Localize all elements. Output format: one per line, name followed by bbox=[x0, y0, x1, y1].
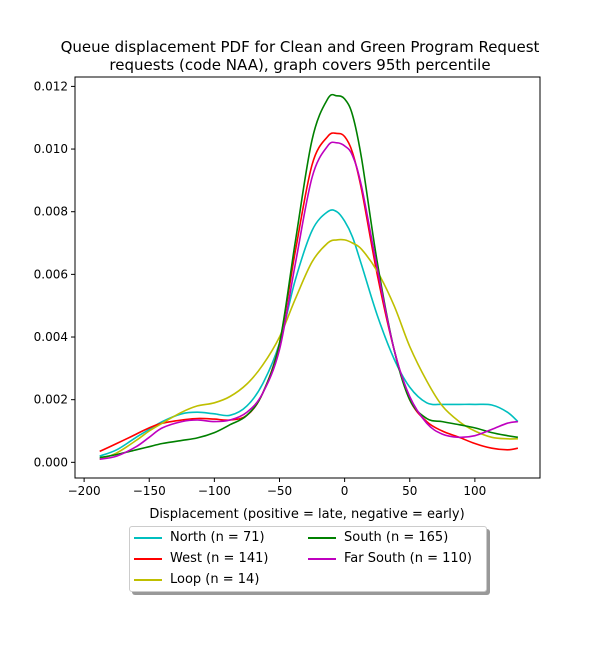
legend-swatch bbox=[308, 537, 336, 539]
legend-label: North (n = 71) bbox=[170, 530, 265, 545]
chart-title-line-1: Queue displacement PDF for Clean and Gre… bbox=[60, 38, 540, 56]
x-tick-label: −50 bbox=[267, 484, 292, 498]
y-tick-label: 0.004 bbox=[34, 330, 68, 344]
series-line-loop bbox=[99, 238, 518, 460]
y-tick-label: 0.008 bbox=[34, 205, 68, 219]
ticks: −200 −150 −100 −50 0 50 100 0.000 0.002 0.004 0.00… bbox=[34, 79, 487, 498]
x-tick-label: −200 bbox=[68, 484, 101, 498]
y-tick-label: 0.012 bbox=[34, 79, 68, 93]
x-tick-label: −150 bbox=[133, 484, 166, 498]
axes bbox=[74, 76, 541, 479]
y-tick-label: 0.006 bbox=[34, 267, 68, 281]
y-tick-label: 0.010 bbox=[34, 142, 68, 156]
series-line-west bbox=[99, 132, 519, 453]
legend-swatch bbox=[134, 579, 162, 581]
chart-title-line-2: requests (code NAA), graph covers 95th p… bbox=[109, 56, 491, 74]
legend-swatch bbox=[134, 537, 162, 539]
x-tick-label: −100 bbox=[198, 484, 231, 498]
y-tick-label: 0.002 bbox=[34, 393, 68, 407]
legend-label: West (n = 141) bbox=[170, 551, 269, 566]
legend-item-loop: Loop (n = 14) bbox=[134, 571, 259, 589]
legend-label: Far South (n = 110) bbox=[344, 551, 472, 566]
legend-item-south: South (n = 165) bbox=[308, 529, 448, 547]
x-tick-label: 50 bbox=[402, 484, 417, 498]
legend-swatch bbox=[134, 558, 162, 560]
legend-item-far-south: Far South (n = 110) bbox=[308, 550, 472, 568]
legend-item-west: West (n = 141) bbox=[134, 550, 268, 568]
series-lines bbox=[99, 93, 519, 460]
x-tick-label: 0 bbox=[341, 484, 349, 498]
series-line-south bbox=[99, 93, 519, 459]
legend-item-north: North (n = 71) bbox=[134, 529, 265, 547]
legend-swatch bbox=[308, 558, 336, 560]
x-axis-label: Displacement (positive = late, negative … bbox=[149, 507, 464, 522]
series-line-far-south bbox=[99, 141, 519, 460]
y-tick-label: 0.000 bbox=[34, 455, 68, 469]
legend-label: Loop (n = 14) bbox=[170, 572, 260, 587]
x-tick-label: 100 bbox=[463, 484, 486, 498]
legend-label: South (n = 165) bbox=[344, 530, 449, 545]
legend: North (n = 71) West (n = 141) Loop (n = 14… bbox=[129, 526, 487, 592]
axes-frame bbox=[74, 76, 541, 479]
